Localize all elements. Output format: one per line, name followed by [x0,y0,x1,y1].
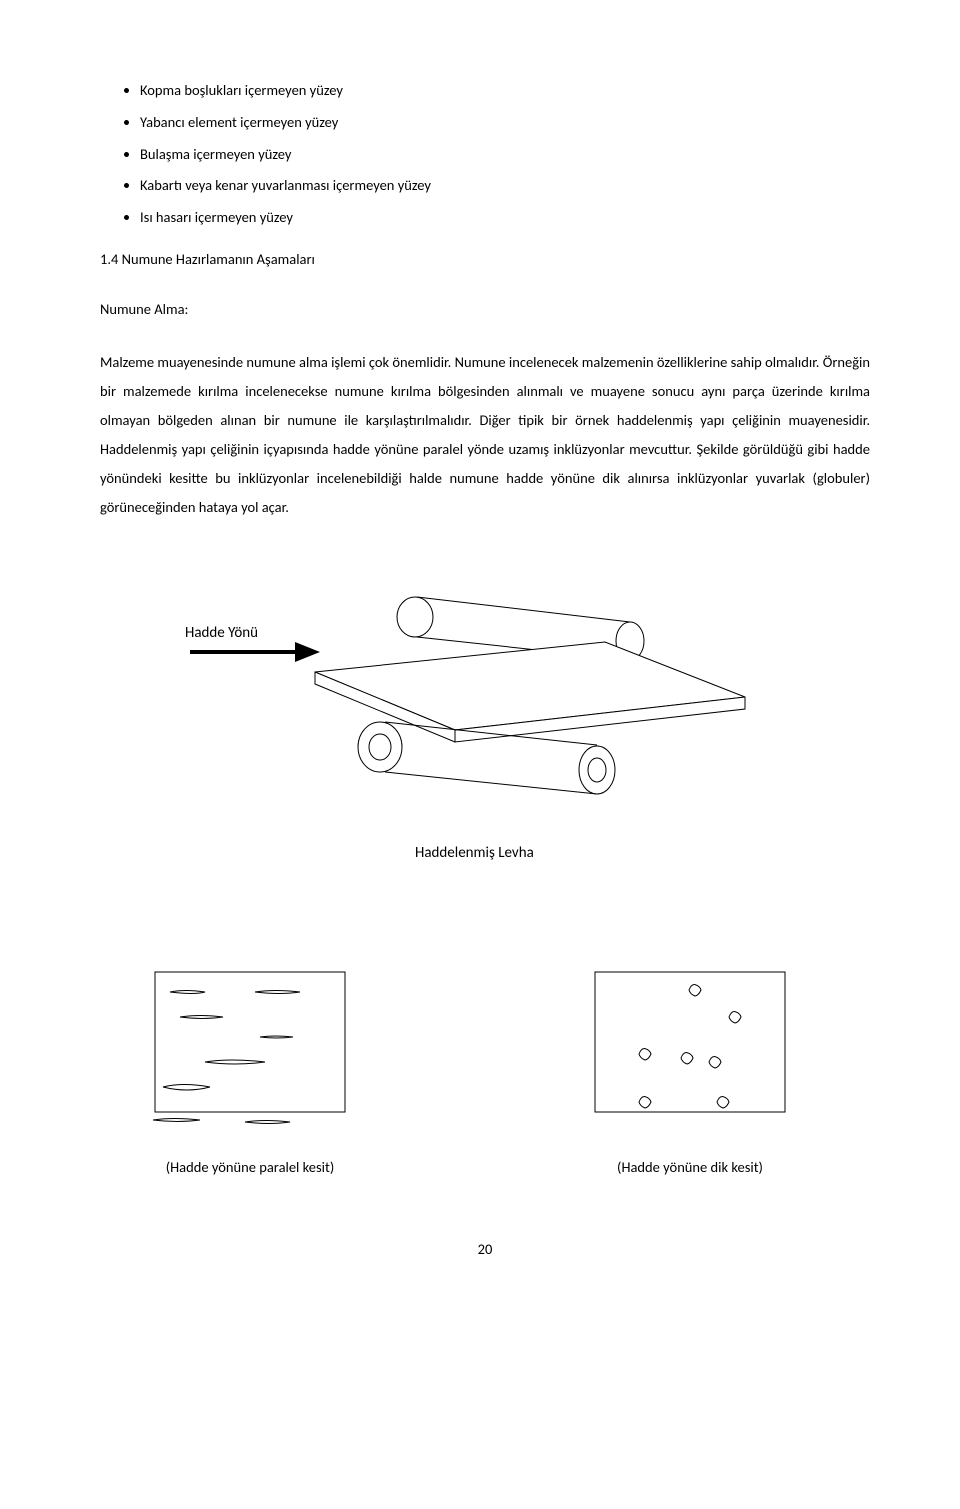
perpendicular-section-svg [585,962,795,1137]
caption-perpendicular: (Hadde yönüne dik kesit) [540,1157,840,1179]
subheading: Numune Alma: [100,299,870,321]
parallel-section-svg [145,962,355,1137]
label-haddelenmis-levha: Haddelenmiş Levha [415,842,534,865]
bullet-item: Yabancı element içermeyen yüzey [140,112,870,134]
bullet-list: Kopma boşlukları içermeyen yüzey Yabancı… [100,80,870,229]
caption-parallel: (Hadde yönüne paralel kesit) [100,1157,400,1179]
page-number: 20 [100,1239,870,1261]
section-heading: 1.4 Numune Hazırlamanın Aşamaları [100,249,870,271]
bullet-item: Kabartı veya kenar yuvarlanması içermeye… [140,175,870,197]
bullet-item: Kopma boşlukları içermeyen yüzey [140,80,870,102]
figure-parallel-section: (Hadde yönüne paralel kesit) [100,962,400,1179]
bullet-item: Bulaşma içermeyen yüzey [140,144,870,166]
figure-rolling-mill: Hadde Yönü Haddelenmiş Levha [100,582,870,892]
paragraph: Malzeme muayenesinde numune alma işlemi … [100,348,870,522]
bullet-item: Isı hasarı içermeyen yüzey [140,207,870,229]
label-hadde-yonu: Hadde Yönü [185,622,258,645]
figure-perpendicular-section: (Hadde yönüne dik kesit) [540,962,840,1179]
